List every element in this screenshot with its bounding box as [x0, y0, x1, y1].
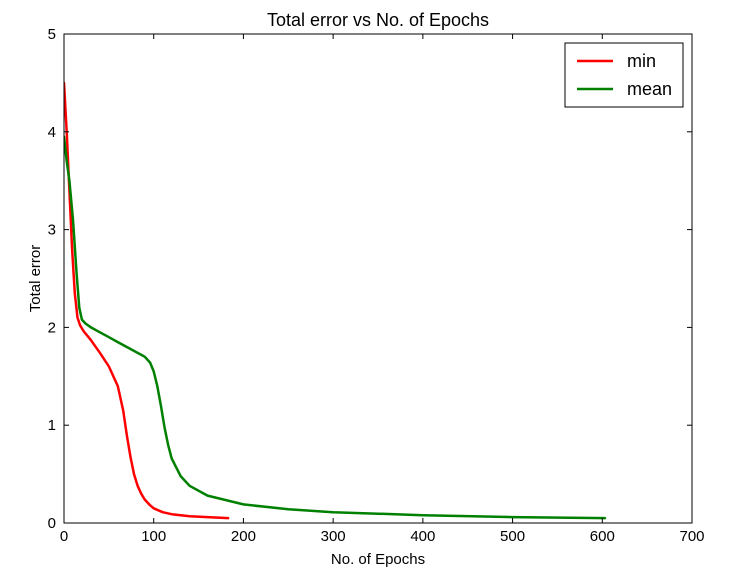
ticks-layer: 0 100 200 300 400 500 600 700 0 1 2 3 4 5 [48, 26, 705, 545]
x-tick-label: 300 [321, 528, 346, 545]
y-tick-label: 4 [48, 124, 56, 141]
y-tick-label: 2 [48, 319, 56, 336]
y-tick-label: 3 [48, 222, 56, 239]
x-axis-label: No. of Epochs [331, 551, 425, 568]
x-tick-label: 700 [679, 528, 704, 545]
legend-label-mean: mean [627, 79, 672, 99]
x-tick-label: 500 [500, 528, 525, 545]
legend-label-min: min [627, 51, 656, 71]
series-line-mean [64, 135, 607, 520]
legend: min mean [564, 42, 684, 108]
x-tick-label: 0 [60, 528, 68, 545]
y-tick-label: 5 [48, 26, 56, 43]
y-axis-label: Total error [27, 245, 44, 313]
series-line-min [64, 81, 230, 520]
y-tick-label: 0 [48, 515, 56, 532]
x-tick-label: 100 [141, 528, 166, 545]
legend-box [564, 42, 684, 108]
x-tick-label: 200 [231, 528, 256, 545]
x-tick-label: 400 [410, 528, 435, 545]
plot-frame [63, 33, 693, 524]
x-tick-label: 600 [590, 528, 615, 545]
chart-title: Total error vs No. of Epochs [267, 10, 489, 30]
series-layer [64, 81, 607, 520]
y-tick-label: 1 [48, 417, 56, 434]
